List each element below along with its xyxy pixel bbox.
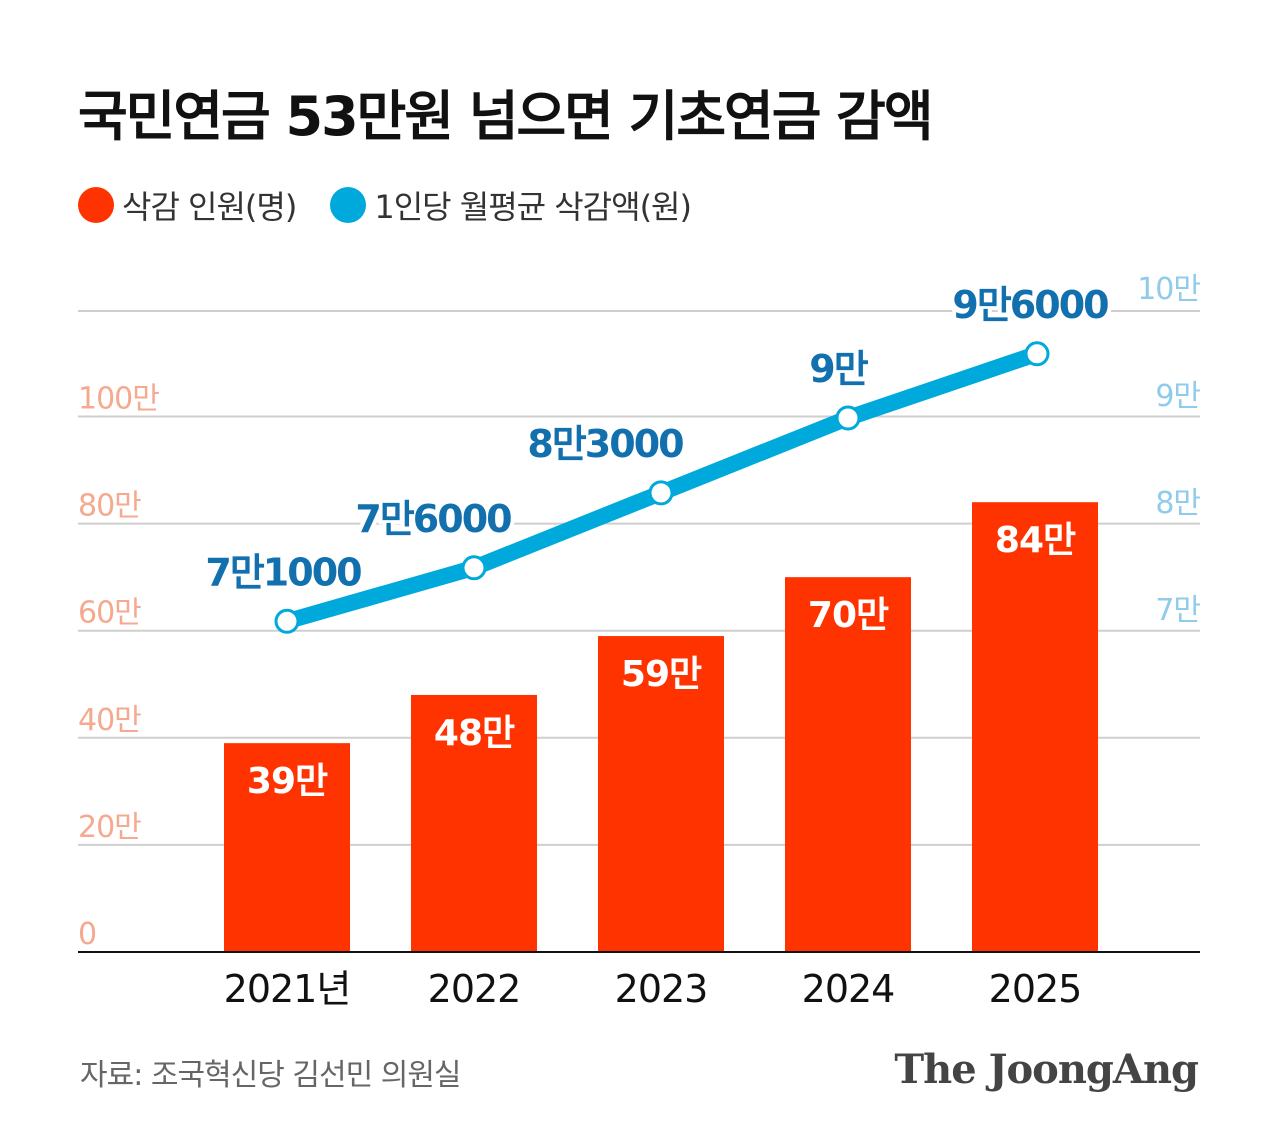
line-point bbox=[648, 480, 674, 506]
line-value-label: 7만6000 bbox=[355, 497, 511, 541]
right-tick-label: 10만 bbox=[1137, 272, 1200, 307]
bar bbox=[224, 743, 350, 952]
x-tick-label: 2021년 bbox=[224, 967, 351, 1011]
bar bbox=[785, 577, 911, 952]
right-tick-label: 7만 bbox=[1155, 593, 1200, 628]
bar bbox=[598, 636, 724, 952]
legend-swatch-red bbox=[78, 187, 114, 223]
x-tick-label: 2022 bbox=[428, 967, 521, 1011]
left-tick-label: 20만 bbox=[78, 810, 141, 845]
legend-label: 1인당 월평균 삭감액(원) bbox=[374, 188, 692, 226]
bar-value-label: 70만 bbox=[808, 595, 889, 636]
legend: 삭감 인원(명) 1인당 월평균 삭감액(원) bbox=[78, 182, 725, 228]
line-value-label: 7만1000 bbox=[205, 550, 361, 594]
x-tick-label: 2025 bbox=[989, 967, 1082, 1011]
left-tick-label: 0 bbox=[78, 917, 96, 952]
legend-label: 삭감 인원(명) bbox=[122, 188, 297, 226]
legend-swatch-blue bbox=[330, 187, 367, 223]
left-tick-label: 100만 bbox=[78, 382, 159, 417]
line-point bbox=[1024, 341, 1050, 367]
bar-value-label: 84만 bbox=[995, 520, 1076, 561]
left-tick-label: 80만 bbox=[78, 489, 141, 524]
bar bbox=[972, 502, 1098, 952]
bar-value-label: 39만 bbox=[247, 761, 328, 802]
x-tick-label: 2023 bbox=[615, 967, 708, 1011]
line-point bbox=[835, 405, 861, 431]
left-tick-label: 60만 bbox=[78, 596, 141, 631]
bar bbox=[411, 694, 537, 952]
left-tick-label: 40만 bbox=[78, 703, 141, 738]
x-tick-label: 2024 bbox=[802, 967, 895, 1011]
legend-item-bar: 삭감 인원(명) bbox=[78, 182, 297, 228]
line-value-label: 9만6000 bbox=[952, 283, 1108, 327]
right-tick-label: 8만 bbox=[1155, 486, 1200, 521]
line-point bbox=[461, 555, 487, 581]
line-value-label: 8만3000 bbox=[527, 422, 683, 466]
right-tick-label: 9만 bbox=[1155, 379, 1200, 414]
line-value-label: 9만 bbox=[809, 347, 868, 391]
line-point bbox=[274, 608, 300, 634]
chart-title: 국민연금 53만원 넘으면 기초연금 감액 bbox=[78, 85, 934, 148]
source-note: 자료: 조국혁신당 김선민 의원실 bbox=[80, 1058, 462, 1093]
legend-item-line: 1인당 월평균 삭감액(원) bbox=[330, 182, 692, 228]
publisher-logo: The JoongAng bbox=[894, 1046, 1199, 1093]
bar-value-label: 48만 bbox=[434, 713, 515, 754]
bar-value-label: 59만 bbox=[621, 654, 702, 695]
